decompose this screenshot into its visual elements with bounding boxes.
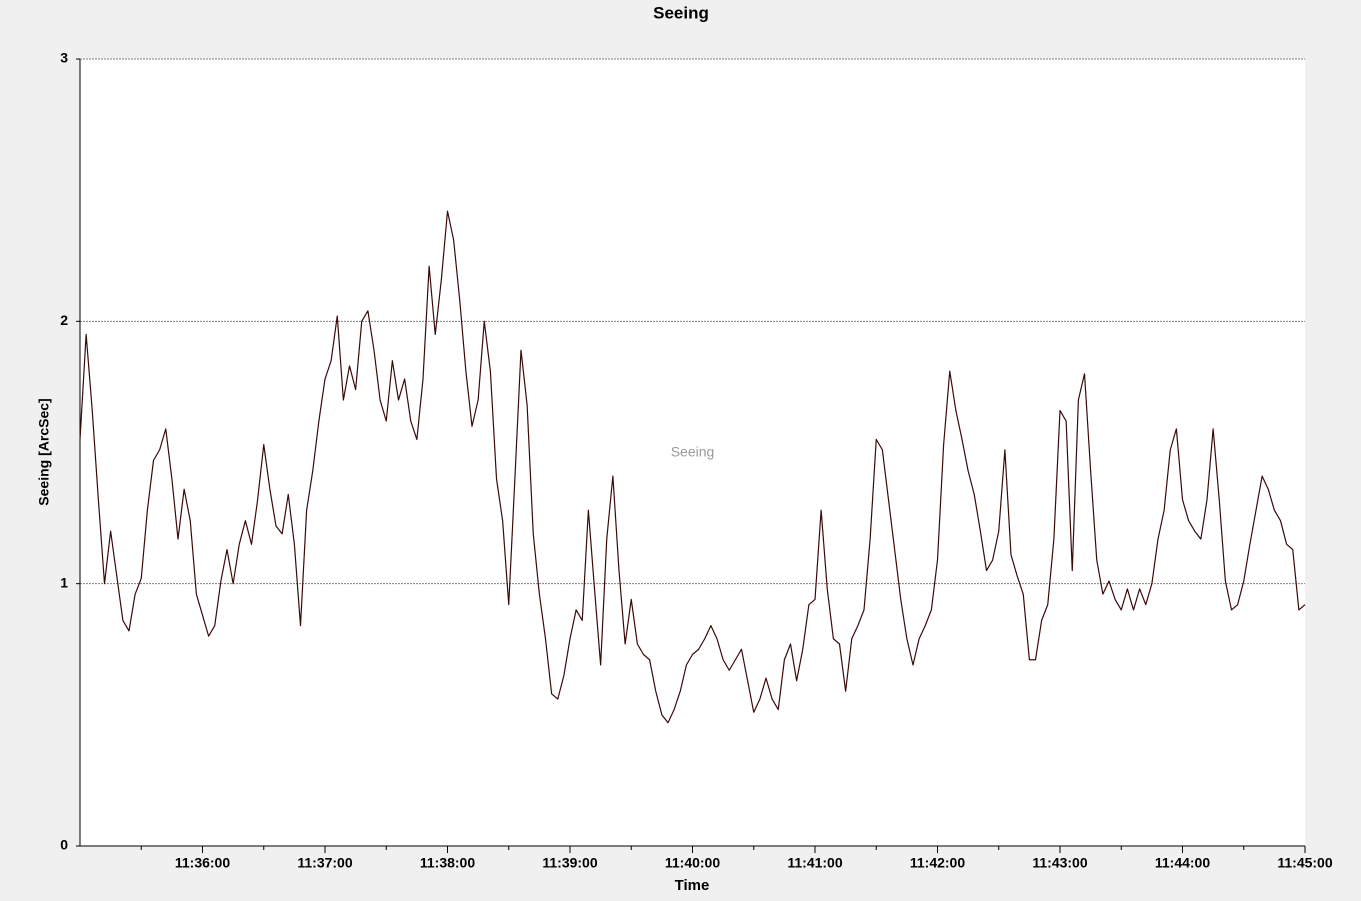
y-tick-label: 2 [60, 312, 68, 328]
x-tick-label: 11:39:00 [542, 855, 597, 871]
series-label: Seeing [671, 444, 715, 460]
x-tick-label: 11:38:00 [420, 855, 475, 871]
x-tick-label: 11:43:00 [1032, 855, 1087, 871]
plot-area [80, 59, 1305, 846]
x-axis-label: Time [675, 877, 710, 894]
x-tick-label: 11:37:00 [297, 855, 352, 871]
x-tick-label: 11:36:00 [175, 855, 230, 871]
chart-title: Seeing [653, 3, 709, 22]
y-axis-label: Seeing [ArcSec] [36, 398, 52, 505]
y-tick-label: 0 [60, 837, 68, 853]
y-tick-label: 3 [60, 50, 68, 66]
x-tick-label: 11:44:00 [1155, 855, 1210, 871]
x-tick-label: 11:42:00 [910, 855, 965, 871]
x-tick-label: 11:45:00 [1277, 855, 1332, 871]
series-line [79, 210, 1306, 724]
x-tick-label: 11:40:00 [665, 855, 720, 871]
x-tick-label: 11:41:00 [787, 855, 842, 871]
y-tick-label: 1 [60, 574, 68, 590]
